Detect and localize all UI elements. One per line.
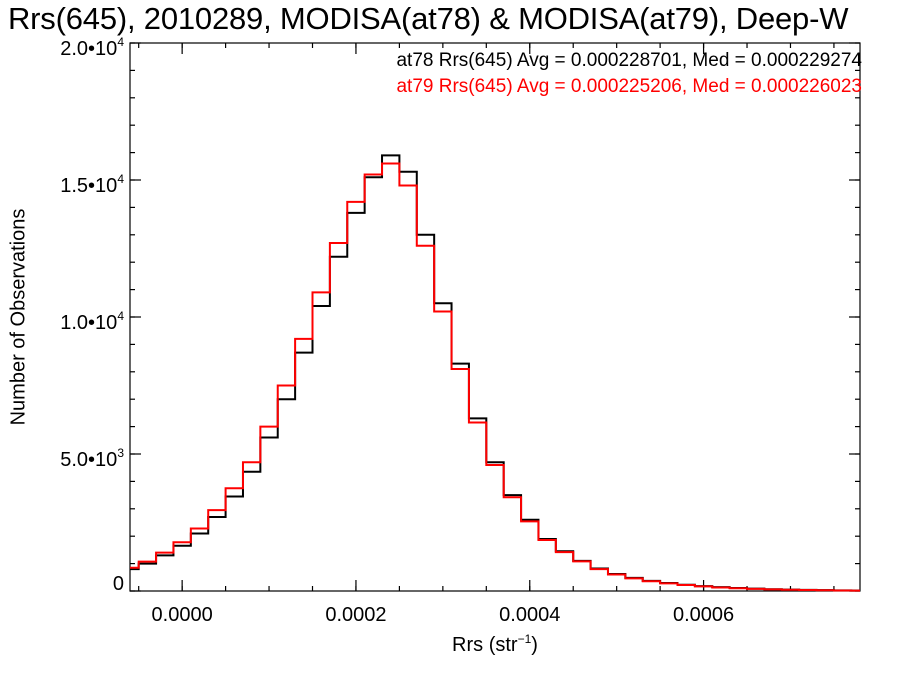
y-tick-label: 2.0•104 <box>0 31 124 60</box>
at78-stats-annotation: at78 Rrs(645) Avg = 0.000228701, Med = 0… <box>396 50 862 71</box>
x-axis-label-exponent: −1 <box>517 632 532 646</box>
series-group <box>130 154 860 592</box>
x-axis-label: Rrs (str−1) <box>452 632 538 657</box>
y-tick-exponent: 3 <box>117 446 124 460</box>
y-tick-label: 1.5•104 <box>0 168 124 197</box>
x-tick-label: 0.0004 <box>499 604 561 626</box>
series-at78 <box>130 154 860 592</box>
axis-ticks <box>130 42 860 592</box>
y-tick-mantissa: 5.0•10 <box>60 449 118 471</box>
histogram-line-at79 <box>130 162 860 592</box>
y-tick-mantissa: 1.5•10 <box>60 175 118 197</box>
y-tick-mantissa: 0 <box>112 573 124 595</box>
chart-title: Rrs(645), 2010289, MODISA(at78) & MODISA… <box>8 1 849 36</box>
series-at79 <box>130 162 860 592</box>
x-axis-label-base: Rrs (str <box>452 634 518 656</box>
y-axis-label: Number of Observations <box>7 208 30 426</box>
y-tick-exponent: 4 <box>117 35 124 49</box>
y-tick-exponent: 4 <box>117 309 124 323</box>
x-tick-label: 0.0002 <box>325 604 387 626</box>
plot-frame <box>129 42 861 592</box>
y-tick-mantissa: 1.0•10 <box>60 312 118 334</box>
y-tick-exponent: 4 <box>117 172 124 186</box>
x-tick-label: 0.0006 <box>672 604 735 626</box>
y-tick-label: 1.0•104 <box>0 305 124 334</box>
x-tick-label: 0.0000 <box>151 604 213 626</box>
at79-stats-annotation: at79 Rrs(645) Avg = 0.000225206, Med = 0… <box>396 76 862 97</box>
y-tick-mantissa: 2.0•10 <box>60 38 118 60</box>
y-tick-label: 5.0•103 <box>0 442 124 471</box>
x-axis-label-close: ) <box>531 634 538 656</box>
histogram-line-at78 <box>130 154 860 592</box>
y-tick-label: 0 <box>0 573 124 595</box>
